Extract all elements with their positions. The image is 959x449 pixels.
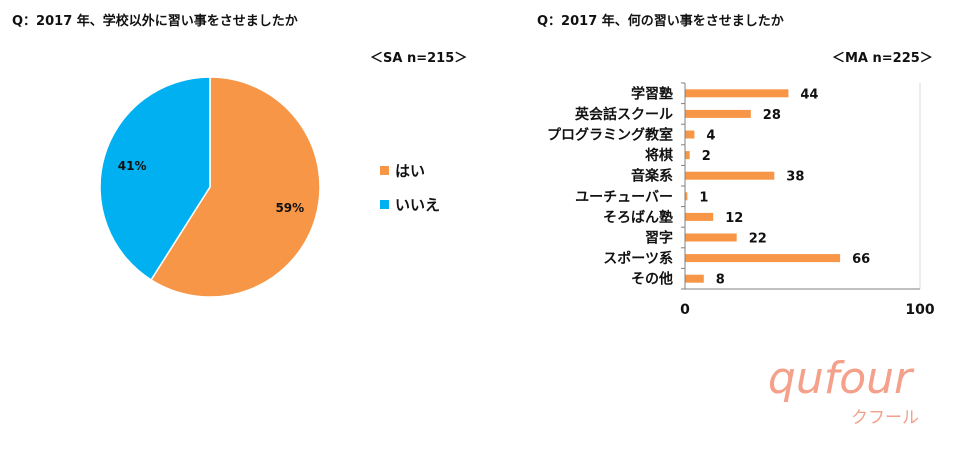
bar-category-label: 将棋 — [645, 147, 673, 164]
bar-category-label: 習字 — [645, 230, 673, 247]
bar-value-label: 8 — [716, 273, 725, 288]
bar-7 — [685, 233, 737, 242]
bar-category-label: プログラミング教室 — [547, 127, 673, 144]
legend-swatch-no — [380, 200, 389, 209]
bar-category-label: そろばん塾 — [603, 209, 673, 226]
qufour-logo: qufour クフール — [768, 355, 919, 428]
bar-0 — [685, 89, 789, 98]
legend-item-yes: はい — [380, 160, 425, 181]
bar-4 — [685, 171, 775, 180]
bar-x-tick-label: 0 — [680, 302, 690, 318]
bar-value-label: 38 — [786, 170, 804, 185]
bar-5 — [685, 192, 688, 201]
bar-category-label: 学習塾 — [631, 85, 673, 102]
bar-x-tick-label: 100 — [905, 302, 934, 318]
logo-kana: クフール — [851, 408, 919, 428]
bar-value-label: 22 — [749, 232, 767, 247]
bar-9 — [685, 274, 704, 283]
bar-category-label: 音楽系 — [631, 168, 673, 185]
bar-value-label: 44 — [800, 87, 818, 102]
logo-wordmark: qufour — [768, 355, 915, 404]
pie-chart: 59% 41% — [99, 76, 321, 298]
bar-sample-note: ＜MA n=225＞ — [832, 51, 933, 66]
bar-value-label: 4 — [706, 129, 715, 144]
pie-slice-no — [99, 76, 211, 281]
bar-category-label: スポーツ系 — [603, 250, 673, 267]
legend-label-yes: はい — [395, 162, 426, 180]
bar-3 — [685, 151, 690, 160]
bar-category-label: ユーチューバー — [575, 189, 673, 205]
legend-item-no: いいえ — [380, 194, 440, 215]
bar-category-label: その他 — [631, 271, 673, 288]
bar-value-label: 1 — [699, 190, 708, 205]
bar-category-label: 英会話スクール — [574, 106, 673, 123]
pie-sample-note: ＜SA n=215＞ — [370, 51, 468, 66]
pie-slice-yes — [150, 76, 321, 298]
pie-chart-title: Q：2017 年、学校以外に習い事をさせましたか — [12, 14, 298, 29]
bar-value-label: 12 — [725, 211, 743, 226]
bar-chart: 学習塾 44 英会話スクール 28 プログラミング教室 4 将棋 2 音楽系 38 ユーチューバー 1… — [547, 82, 935, 318]
bar-value-label: 28 — [763, 108, 781, 123]
bar-1 — [685, 109, 751, 118]
pie-label-yes: 59% — [275, 201, 304, 215]
bar-chart-title: Q：2017 年、何の習い事をさせましたか — [537, 14, 784, 29]
pie-label-no: 41% — [118, 159, 147, 173]
legend-label-no: いいえ — [395, 196, 441, 214]
bar-6 — [685, 212, 714, 221]
bar-8 — [685, 254, 841, 263]
legend-swatch-yes — [380, 166, 389, 175]
bar-2 — [685, 130, 695, 139]
bar-value-label: 2 — [702, 149, 711, 164]
bar-value-label: 66 — [852, 252, 870, 267]
